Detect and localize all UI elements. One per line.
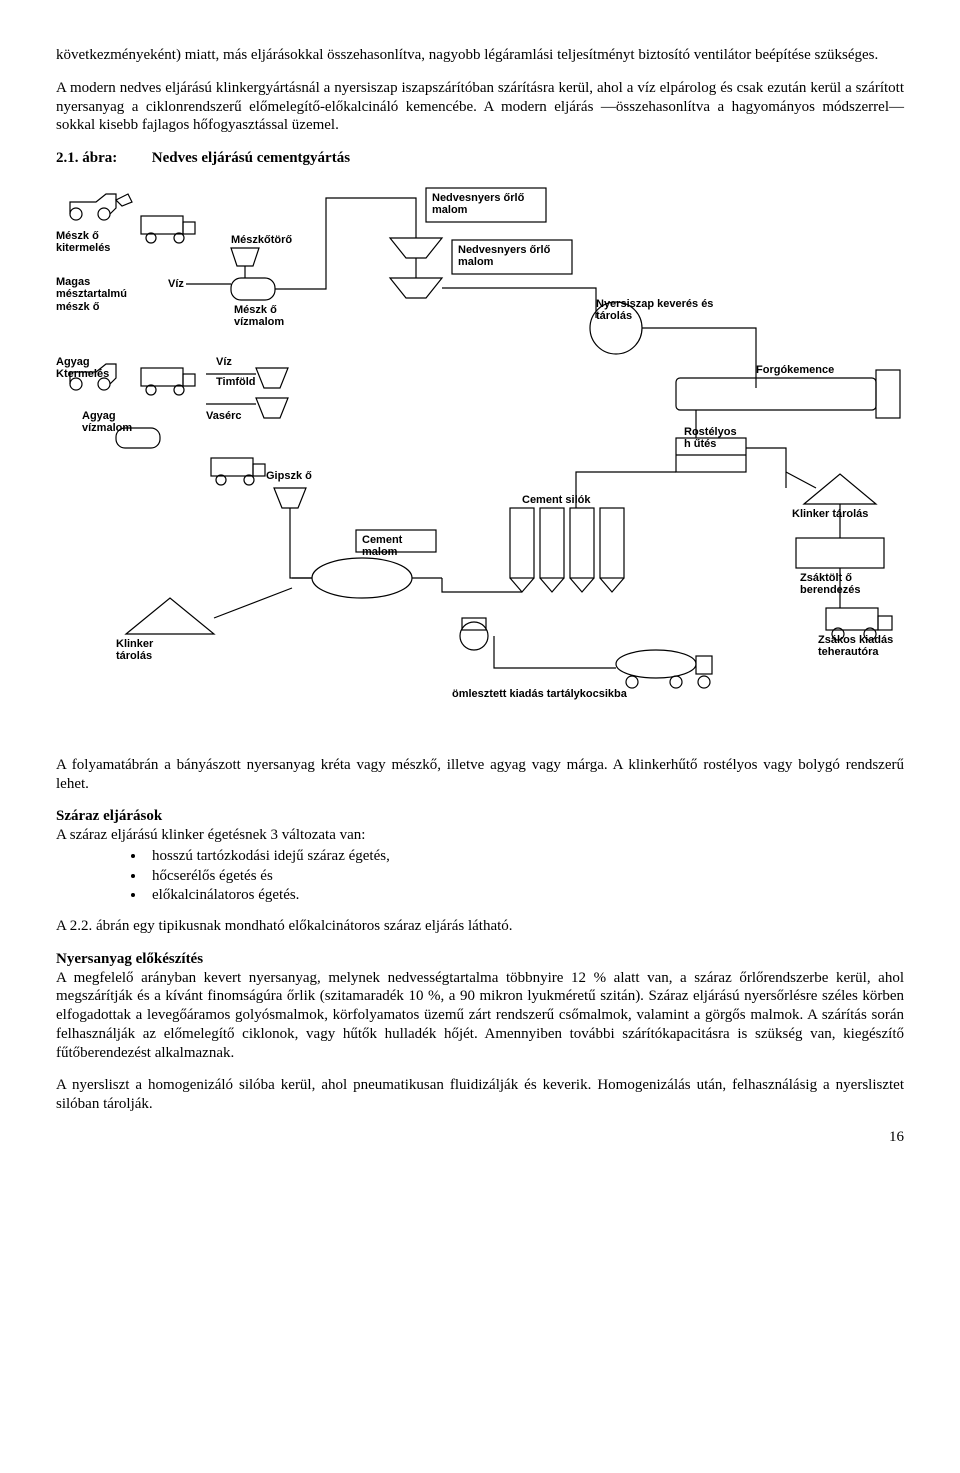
paragraph-6: A megfelelő arányban kevert nyersanyag, … bbox=[56, 969, 904, 1063]
lbl-agyag-kiterm: Agyag Ktermelés bbox=[56, 356, 109, 381]
lbl-rostelyos: Rostélyos h űtés bbox=[684, 426, 737, 451]
lbl-timfold: Timföld bbox=[216, 376, 256, 389]
lbl-zsakos: Zsákos kiadás teherautóra bbox=[818, 634, 893, 659]
paragraph-2: A modern nedves eljárású klinkergyártásn… bbox=[56, 79, 904, 135]
lbl-vaserc: Vasérc bbox=[206, 410, 241, 423]
figure-number: 2.1. ábra: bbox=[56, 149, 148, 168]
heading-szaraz: Száraz eljárások bbox=[56, 807, 904, 826]
process-variants-list: hosszú tartózkodási idejű száraz égetés,… bbox=[146, 847, 904, 905]
lbl-nedves1: Nedvesnyers őrlő malom bbox=[432, 192, 524, 217]
figure-title: Nedves eljárású cementgyártás bbox=[152, 150, 350, 166]
lbl-viz2: Víz bbox=[216, 356, 232, 369]
list-item: hosszú tartózkodási idejű száraz égetés, bbox=[146, 847, 904, 866]
list-item: előkalcinálatoros égetés. bbox=[146, 886, 904, 905]
lbl-gipszko: Gipszk ő bbox=[266, 470, 312, 483]
list-item: hőcserélős égetés és bbox=[146, 867, 904, 886]
paragraph-4: A száraz eljárású klinker égetésnek 3 vá… bbox=[56, 826, 904, 845]
paragraph-5: A 2.2. ábrán egy tipikusnak mondható elő… bbox=[56, 917, 904, 936]
paragraph-3: A folyamatábrán a bányászott nyersanyag … bbox=[56, 756, 904, 794]
lbl-omlesztet: ömlesztett kiadás tartálykocsikba bbox=[452, 688, 627, 701]
lbl-klinker2: Klinker tárolás bbox=[116, 638, 153, 663]
lbl-cement-silok: Cement silók bbox=[522, 494, 590, 507]
paragraph-7: A nyersliszt a homogenizáló silóba kerül… bbox=[56, 1076, 904, 1114]
lbl-viz1: Víz bbox=[168, 278, 184, 291]
lbl-klinker1: Klinker tárolás bbox=[792, 508, 868, 521]
heading-nyersanyag: Nyersanyag előkészítés bbox=[56, 950, 904, 969]
page-number: 16 bbox=[56, 1128, 904, 1147]
lbl-magas-mesz: Magas mésztartalmú mészk ő bbox=[56, 276, 127, 314]
lbl-forgokemence: Forgókemence bbox=[756, 364, 834, 377]
lbl-meszkotoro: Mészkőtörő bbox=[231, 234, 292, 247]
lbl-agyag-vizmalom: Agyag vízmalom bbox=[82, 410, 132, 435]
lbl-zsaktolto: Zsáktölt ő berendezés bbox=[800, 572, 861, 597]
lbl-nedves2: Nedvesnyers őrlő malom bbox=[458, 244, 550, 269]
lbl-cement-malom: Cement malom bbox=[362, 534, 402, 559]
process-flow-diagram: Mészk ő kitermelés Magas mésztartalmú mé… bbox=[56, 178, 916, 738]
paragraph-1: következményeként) miatt, más eljárásokk… bbox=[56, 46, 904, 65]
lbl-meszko-vizmalom: Mészk ő vízmalom bbox=[234, 304, 284, 329]
lbl-nyersiszap: Nyersiszap keverés és tárolás bbox=[596, 298, 713, 323]
figure-caption: 2.1. ábra: Nedves eljárású cementgyártás bbox=[56, 149, 904, 168]
lbl-meszko-kitermeles: Mészk ő kitermelés bbox=[56, 230, 110, 255]
